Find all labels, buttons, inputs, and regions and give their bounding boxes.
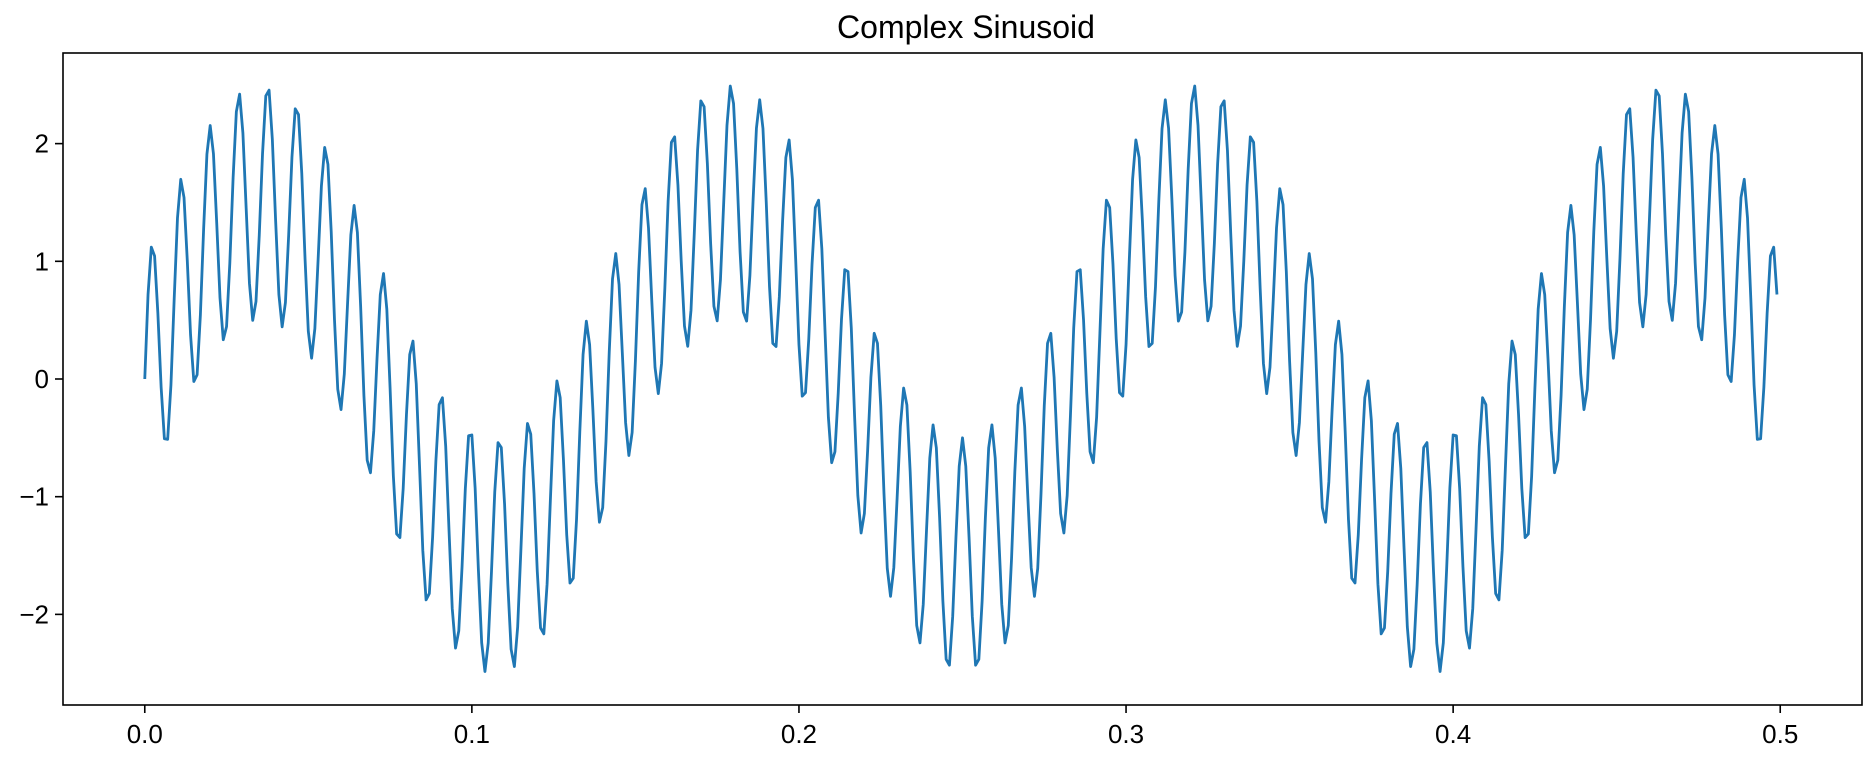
x-tick-label: 0.4 bbox=[1435, 719, 1471, 749]
y-tick-label: −1 bbox=[19, 482, 49, 512]
series-line bbox=[143, 84, 1779, 673]
y-tick-label: 2 bbox=[35, 129, 49, 159]
x-axis: 0.0 0.1 0.2 0.3 0.4 0.5 bbox=[127, 705, 1798, 749]
x-tick-label: 0.5 bbox=[1762, 719, 1798, 749]
y-axis: −2 −1 0 1 2 bbox=[19, 129, 63, 629]
x-tick-label: 0.1 bbox=[454, 719, 490, 749]
axes-frame bbox=[62, 52, 1863, 706]
y-tick-label: −2 bbox=[19, 599, 49, 629]
plot-area bbox=[62, 52, 1863, 706]
chart-title: Complex Sinusoid bbox=[837, 9, 1095, 45]
y-tick-label: 1 bbox=[35, 246, 49, 276]
y-tick-label: 0 bbox=[35, 364, 49, 394]
x-tick-label: 0.0 bbox=[127, 719, 163, 749]
x-tick-label: 0.3 bbox=[1108, 719, 1144, 749]
x-tick-label: 0.2 bbox=[781, 719, 817, 749]
